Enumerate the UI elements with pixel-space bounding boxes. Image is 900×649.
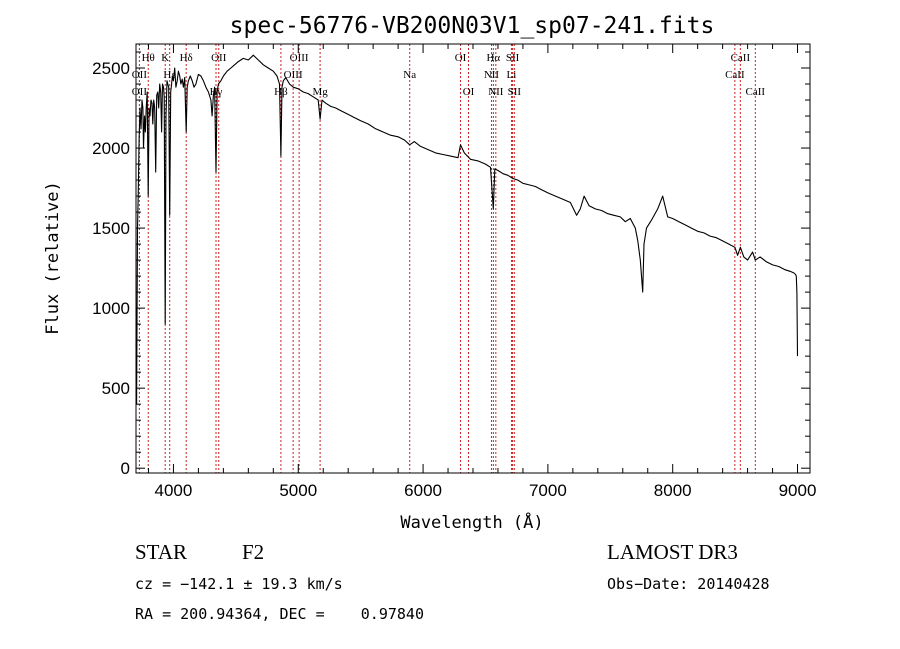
spectral-line-label: Hγ (210, 86, 223, 98)
spectral-line-label: SII (506, 52, 520, 64)
spectral-line-label: OII (211, 52, 227, 64)
spectral-line-label: CaII (746, 86, 766, 98)
spectral-line-label: Mg (312, 86, 328, 98)
spectral-line-label: Hδ (180, 52, 193, 64)
x-axis: 4000 5000 6000 7000 8000 9000 (147, 44, 817, 500)
object-class: STAR (135, 540, 187, 564)
y-tick-label: 1500 (92, 219, 130, 238)
redshift-readout: cz = −142.1 ± 19.3 km/s (135, 575, 343, 593)
spectral-line-label: OII (132, 69, 148, 81)
spectral-line-label: OIII (290, 52, 309, 64)
x-tick-label: 5000 (279, 481, 317, 500)
y-tick-label: 0 (121, 459, 130, 478)
obs-date: Obs−Date: 20140428 (607, 575, 770, 593)
spectral-line-label: OII (132, 86, 148, 98)
x-axis-label: Wavelength (Å) (400, 511, 543, 533)
plot-frame (135, 43, 811, 474)
object-subclass: F2 (242, 540, 265, 564)
spectral-line-label: OIII (284, 69, 303, 81)
spectral-line-label: Hα (486, 52, 500, 64)
spectral-line-label: OI (455, 52, 467, 64)
spectral-line-label: Li (507, 69, 517, 81)
coordinates: RA = 200.94364, DEC = 0.97840 (135, 605, 424, 623)
spectral-line-label: CaII (731, 52, 751, 64)
spectral-line-label: SII (508, 86, 522, 98)
spectrum-line (135, 54, 799, 405)
spectral-line-label: NII (488, 86, 504, 98)
spectral-line-label: NII (484, 69, 500, 81)
spectral-line-label: Na (403, 69, 416, 81)
spectral-line-label: K (161, 52, 169, 64)
y-axis-label: Flux (relative) (43, 181, 63, 335)
spectral-line-markers (138, 44, 756, 473)
y-tick-label: 1000 (92, 299, 130, 318)
x-tick-label: 9000 (779, 481, 817, 500)
spectral-line-label: Hθ (142, 52, 155, 64)
y-axis: 0 500 1000 1500 2000 2500 (92, 51, 810, 478)
spectral-line-label: CaII (725, 69, 745, 81)
x-tick-label: 6000 (404, 481, 442, 500)
x-tick-label: 7000 (529, 481, 567, 500)
y-tick-label: 2500 (92, 59, 130, 78)
survey-name: LAMOST DR3 (607, 540, 738, 564)
y-tick-label: 500 (102, 379, 130, 398)
spectral-line-label: OI (463, 86, 475, 98)
x-tick-label: 4000 (155, 481, 193, 500)
chart-title: spec-56776-VB200N03V1_sp07-241.fits (230, 13, 715, 39)
x-tick-label: 8000 (654, 481, 692, 500)
spectral-line-label: Hβ (274, 86, 288, 98)
y-tick-label: 2000 (92, 139, 130, 158)
